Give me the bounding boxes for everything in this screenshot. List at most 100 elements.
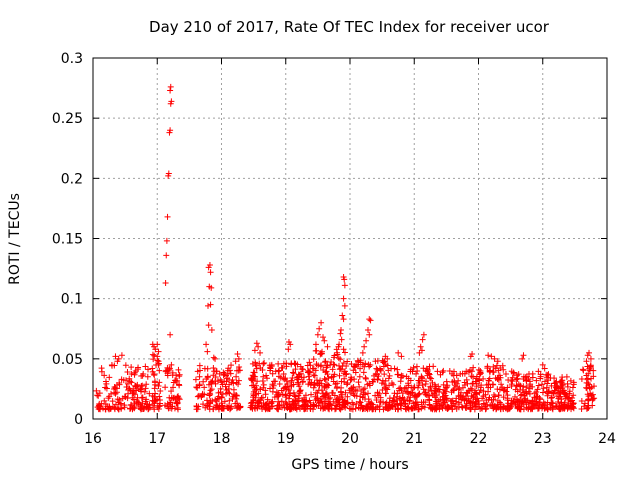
- data-point: [344, 393, 351, 400]
- data-point: [133, 399, 140, 406]
- data-point: [208, 326, 215, 333]
- data-point: [275, 360, 282, 367]
- data-point: [285, 346, 292, 353]
- data-point: [590, 367, 597, 374]
- y-tick-label: 0.15: [52, 232, 83, 248]
- data-point: [479, 405, 486, 412]
- data-point: [130, 404, 137, 411]
- data-point: [377, 399, 384, 406]
- data-point: [201, 384, 208, 391]
- data-point: [578, 375, 585, 382]
- data-point: [302, 402, 309, 409]
- data-point: [347, 377, 354, 384]
- data-point: [486, 368, 493, 375]
- data-point: [175, 381, 182, 388]
- data-point: [513, 376, 520, 383]
- data-point: [364, 326, 371, 333]
- data-point: [348, 376, 355, 383]
- data-point: [156, 367, 163, 374]
- data-point: [583, 358, 590, 365]
- data-point: [176, 371, 183, 378]
- data-point: [104, 403, 111, 410]
- data-point: [381, 371, 388, 378]
- data-point: [366, 382, 373, 389]
- data-point: [340, 316, 347, 323]
- data-point: [205, 322, 212, 329]
- data-point: [408, 405, 415, 412]
- data-point: [587, 363, 594, 370]
- data-point: [491, 355, 498, 362]
- data-point: [362, 360, 369, 367]
- data-point: [415, 406, 422, 413]
- data-point: [314, 390, 321, 397]
- data-point: [361, 363, 368, 370]
- data-point: [123, 377, 130, 384]
- data-point: [151, 393, 158, 400]
- data-point: [311, 372, 318, 379]
- data-point: [146, 390, 153, 397]
- data-point: [206, 390, 213, 397]
- data-point: [489, 369, 496, 376]
- data-point: [168, 394, 175, 401]
- data-point: [263, 372, 270, 379]
- data-point: [128, 364, 135, 371]
- data-point: [161, 402, 168, 409]
- data-point: [338, 336, 345, 343]
- data-point: [263, 401, 270, 408]
- data-point: [128, 370, 135, 377]
- data-point: [327, 394, 334, 401]
- x-tick-label: 18: [213, 431, 231, 447]
- data-point: [174, 377, 181, 384]
- data-point: [163, 237, 170, 244]
- data-point: [420, 365, 427, 372]
- data-point: [567, 377, 574, 384]
- data-point: [585, 393, 592, 400]
- data-point: [219, 405, 226, 412]
- data-point: [490, 391, 497, 398]
- data-point: [251, 347, 258, 354]
- data-point: [421, 404, 428, 411]
- data-point: [139, 394, 146, 401]
- data-point: [494, 397, 501, 404]
- data-point: [139, 400, 146, 407]
- data-point: [290, 370, 297, 377]
- data-point: [313, 395, 320, 402]
- data-point: [495, 377, 502, 384]
- data-point: [255, 390, 262, 397]
- data-point: [352, 405, 359, 412]
- data-point: [478, 382, 485, 389]
- y-tick-label: 0.2: [61, 171, 83, 187]
- data-point: [501, 403, 508, 410]
- data-point: [275, 392, 282, 399]
- data-point: [444, 384, 451, 391]
- data-point: [296, 388, 303, 395]
- data-point: [401, 401, 408, 408]
- data-point: [218, 400, 225, 407]
- data-point: [320, 405, 327, 412]
- data-point: [384, 362, 391, 369]
- data-point: [142, 363, 149, 370]
- data-point: [523, 377, 530, 384]
- data-point: [380, 406, 387, 413]
- data-point: [175, 395, 182, 402]
- data-point: [165, 405, 172, 412]
- data-point: [344, 358, 351, 365]
- data-point: [488, 353, 495, 360]
- y-axis-label: ROTI / TECUs: [7, 193, 23, 285]
- data-point: [467, 385, 474, 392]
- data-point: [479, 395, 486, 402]
- data-point: [250, 396, 257, 403]
- data-point: [283, 377, 290, 384]
- data-point: [511, 393, 518, 400]
- data-point: [468, 386, 475, 393]
- data-point: [146, 404, 153, 411]
- data-point: [229, 396, 236, 403]
- data-point: [102, 378, 109, 385]
- data-point: [543, 371, 550, 378]
- data-point: [471, 401, 478, 408]
- data-point: [382, 390, 389, 397]
- data-point: [395, 349, 402, 356]
- data-point: [494, 358, 501, 365]
- data-point: [163, 252, 170, 259]
- data-point: [500, 394, 507, 401]
